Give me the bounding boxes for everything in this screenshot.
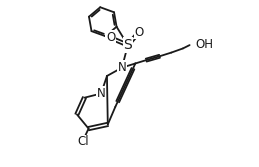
Text: O: O [106, 31, 115, 44]
Text: OH: OH [195, 38, 213, 51]
Text: O: O [135, 26, 144, 39]
Text: N: N [118, 61, 126, 74]
Text: N: N [97, 87, 105, 100]
Text: S: S [124, 38, 132, 52]
Text: Cl: Cl [77, 135, 89, 148]
